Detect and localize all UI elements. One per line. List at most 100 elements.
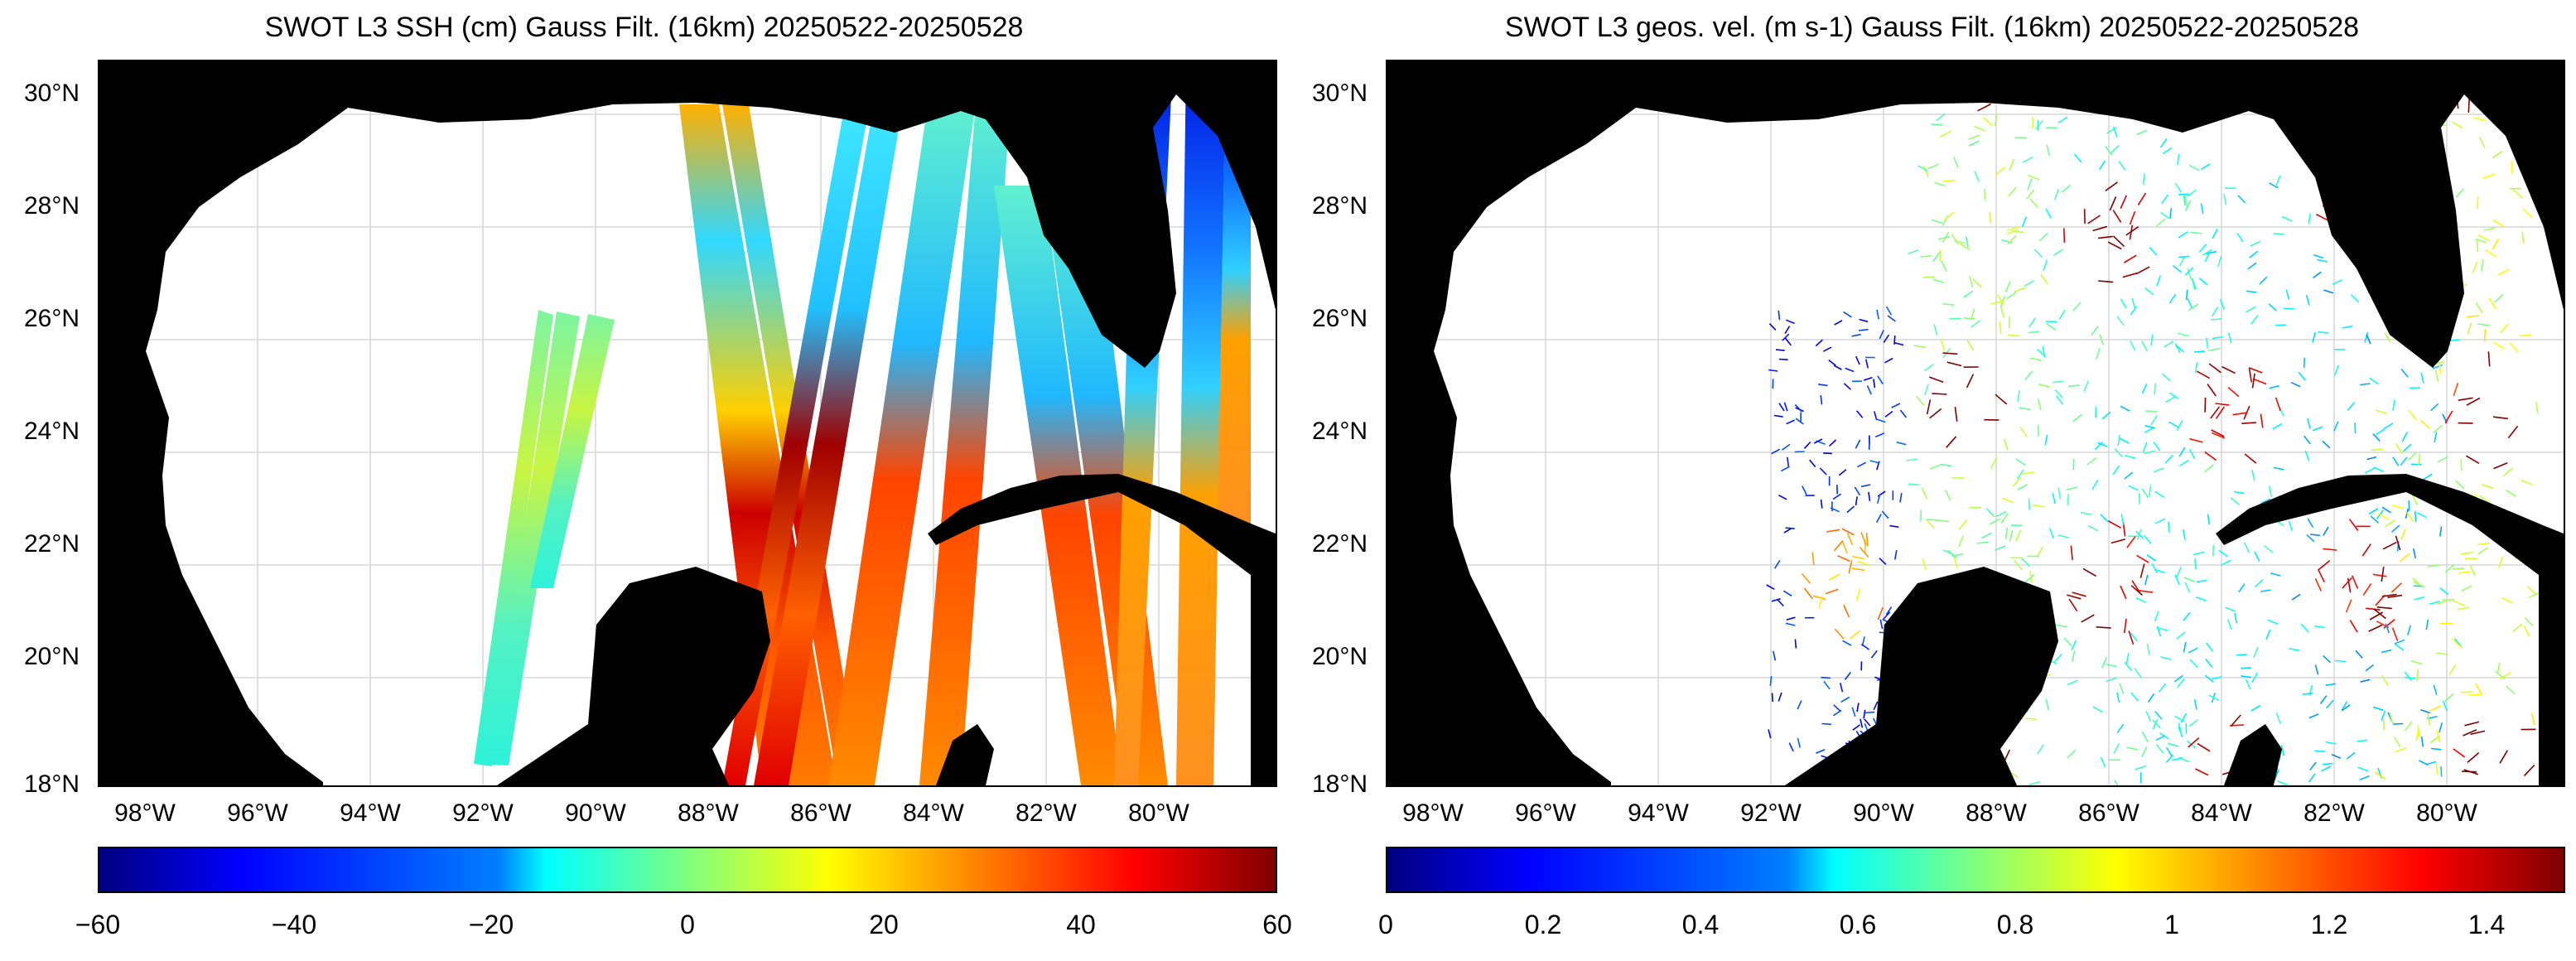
velocity-arrow xyxy=(2477,239,2479,253)
velocity-arrow xyxy=(2326,699,2334,709)
velocity-arrow xyxy=(1927,519,1939,521)
velocity-arrow xyxy=(2314,664,2319,675)
velocity-arrow xyxy=(2355,650,2363,659)
velocity-arrow xyxy=(1778,494,1787,500)
velocity-arrow xyxy=(1879,330,1884,340)
velocity-arrow xyxy=(2055,395,2064,405)
velocity-arrow xyxy=(2006,292,2017,300)
velocity-arrow xyxy=(1825,588,1839,595)
velocity-map[interactable] xyxy=(1386,60,2565,787)
velocity-arrow xyxy=(1865,533,1869,547)
velocity-arrow xyxy=(2014,287,2026,292)
ssh-colorbar-tick: −20 xyxy=(468,910,514,939)
velocity-arrow xyxy=(2164,340,2174,348)
velocity-arrow xyxy=(2142,442,2148,453)
velocity-arrow xyxy=(2511,161,2513,174)
velocity-arrow xyxy=(1852,724,1860,731)
velocity-arrow xyxy=(2149,247,2158,256)
velocity-arrow xyxy=(2323,289,2334,294)
velocity-arrow xyxy=(1933,324,1938,336)
velocity-arrow xyxy=(2269,182,2279,189)
velocity-arrow xyxy=(2463,729,2477,736)
velocity-arrow xyxy=(2323,526,2329,536)
velocity-arrow xyxy=(1952,157,1959,168)
velocity-arrow xyxy=(2325,741,2337,745)
velocity-arrow xyxy=(2126,536,2136,548)
velocity-arrow xyxy=(2465,455,2480,464)
velocity-arrow xyxy=(1920,509,1922,522)
velocity-arrow xyxy=(2178,447,2186,457)
velocity-arrow xyxy=(2322,762,2333,765)
velocity-arrow xyxy=(2145,410,2158,413)
velocity-arrow xyxy=(2341,701,2348,712)
velocity-arrow xyxy=(2188,303,2199,311)
velocity-arrow xyxy=(1781,466,1790,472)
velocity-arrow xyxy=(2137,192,2147,206)
velocity-arrow xyxy=(2251,672,2258,683)
velocity-arrow xyxy=(2395,442,2404,454)
velocity-arrow xyxy=(2144,287,2154,296)
velocity-arrow xyxy=(1893,336,1896,345)
velocity-arrow xyxy=(2265,629,2271,640)
velocity-arrow xyxy=(2411,494,2419,505)
velocity-arrow xyxy=(2200,163,2211,171)
velocity-arrow xyxy=(2385,623,2390,634)
velocity-arrow xyxy=(2439,722,2443,733)
velocity-arrow xyxy=(2390,582,2403,593)
velocity-arrow xyxy=(1856,703,1860,712)
velocity-arrow xyxy=(2180,712,2188,723)
velocity-arrow xyxy=(1797,737,1801,748)
velocity-arrow xyxy=(1822,346,1832,352)
velocity-arrow xyxy=(2117,434,2120,447)
velocity-arrow xyxy=(2100,514,2109,523)
velocity-arrow xyxy=(2068,598,2078,612)
velocity-arrow xyxy=(2485,249,2496,258)
velocity-arrow xyxy=(2417,453,2421,466)
velocity-arrow xyxy=(2439,587,2449,596)
velocity-arrow xyxy=(2176,631,2186,640)
velocity-arrow xyxy=(2014,559,2023,571)
velocity-arrow xyxy=(2497,268,2510,276)
velocity-arrow xyxy=(1937,519,1950,523)
velocity-arrow xyxy=(2173,674,2183,683)
velocity-arrow xyxy=(2052,380,2064,384)
velocity-arrow xyxy=(2249,250,2259,258)
velocity-arrow xyxy=(2522,208,2533,218)
velocity-arrow xyxy=(2226,619,2232,630)
ssh-title: SWOT L3 SSH (cm) Gauss Filt. (16km) 2025… xyxy=(264,12,1024,43)
velocity-arrow xyxy=(2466,397,2481,406)
velocity-arrow xyxy=(2001,239,2013,244)
velocity-arrow xyxy=(1944,489,1951,501)
velocity-arrow xyxy=(2139,563,2145,578)
velocity-arrow xyxy=(1954,406,1958,423)
velocity-arrow xyxy=(1823,680,1831,690)
velocity-arrow xyxy=(1859,328,1869,331)
velocity-arrow xyxy=(2312,331,2316,343)
velocity-arrow xyxy=(2383,619,2395,630)
velocity-arrow xyxy=(2318,331,2329,334)
velocity-arrow xyxy=(2212,336,2223,340)
velocity-arrow xyxy=(2495,670,2506,680)
velocity-arrow xyxy=(1913,345,1927,349)
velocity-arrow xyxy=(2431,747,2442,751)
velocity-arrow xyxy=(2369,611,2384,621)
velocity-arrow xyxy=(2024,370,2033,381)
velocity-arrow xyxy=(1773,559,1781,569)
velocity-arrow xyxy=(1881,510,1889,519)
velocity-arrow xyxy=(2372,573,2387,577)
velocity-colorbar-tick: 1.2 xyxy=(2310,910,2348,939)
velocity-arrow xyxy=(2280,745,2285,756)
velocity-arrow xyxy=(2101,657,2108,669)
velocity-arrow xyxy=(1828,359,1836,366)
velocity-arrow xyxy=(2037,398,2042,411)
velocity-arrow xyxy=(2198,244,2207,254)
velocity-arrow xyxy=(1921,487,1928,500)
velocity-arrow xyxy=(2096,348,2101,360)
velocity-arrow xyxy=(2169,208,2173,219)
ssh-map[interactable] xyxy=(98,60,1277,787)
velocity-arrow xyxy=(2119,437,2130,444)
velocity-arrow xyxy=(2189,437,2203,443)
velocity-arrow xyxy=(1784,326,1791,335)
velocity-arrow xyxy=(2015,458,2026,466)
velocity-arrow xyxy=(2119,683,2125,694)
